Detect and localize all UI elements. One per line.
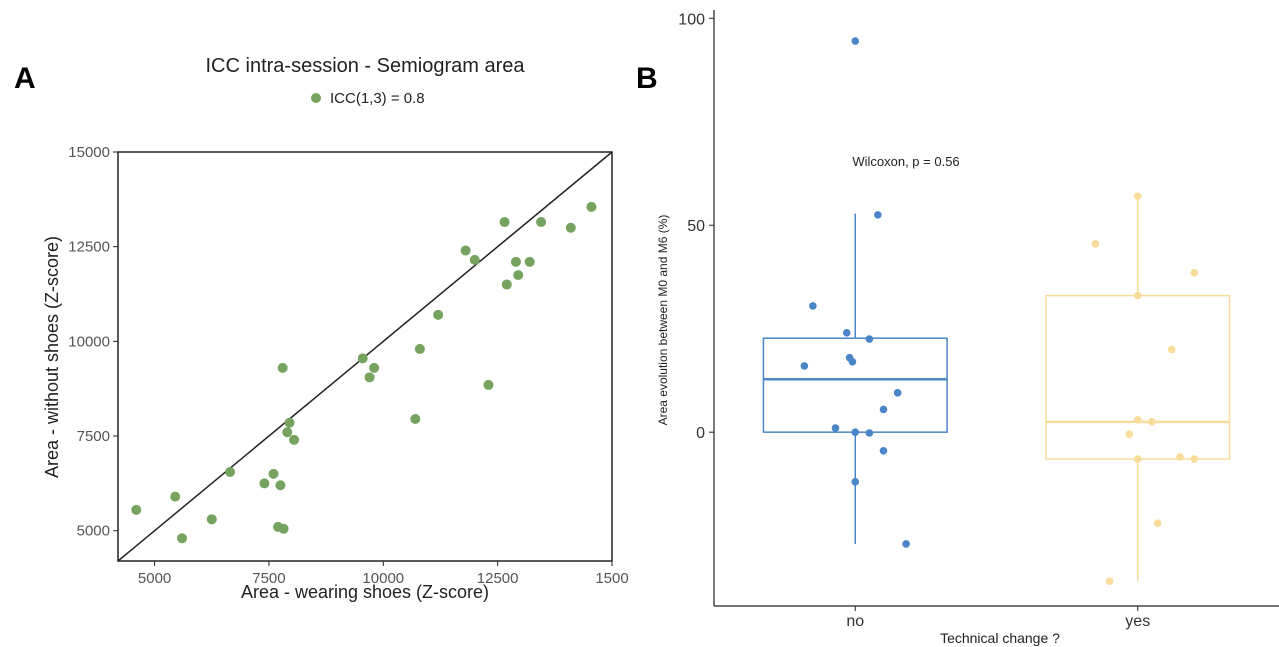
chart-b-ylabel: Area evolution between M0 and M6 (%) bbox=[656, 215, 670, 426]
data-point bbox=[410, 413, 421, 424]
data-point bbox=[865, 429, 874, 437]
plot-frame bbox=[117, 151, 613, 562]
data-point bbox=[1153, 519, 1162, 528]
data-point bbox=[1091, 240, 1100, 248]
data-point bbox=[259, 478, 270, 489]
y-tick-label: 100 bbox=[678, 11, 705, 28]
data-point bbox=[282, 427, 293, 438]
data-point bbox=[284, 417, 295, 428]
x-tick-label: 12500 bbox=[477, 570, 519, 587]
data-point bbox=[1190, 455, 1199, 463]
chart-b-annotation: Wilcoxon, p = 0.56 bbox=[852, 154, 959, 169]
chart-b-xlabel: Technical change ? bbox=[940, 630, 1060, 646]
box-body bbox=[762, 337, 948, 433]
data-point bbox=[510, 256, 521, 267]
data-point bbox=[225, 467, 236, 478]
data-point bbox=[170, 491, 181, 502]
data-point bbox=[364, 372, 375, 383]
chart-a-legend: ICC(1,3) = 0.8 bbox=[311, 90, 425, 107]
data-point bbox=[414, 343, 425, 354]
x-tick-label: 5000 bbox=[138, 570, 171, 587]
data-point bbox=[131, 504, 142, 515]
data-point bbox=[1133, 415, 1142, 424]
x-tick-label: 1500 bbox=[595, 570, 628, 587]
data-point bbox=[289, 434, 300, 445]
data-point bbox=[851, 428, 860, 436]
data-point bbox=[433, 309, 444, 320]
data-point bbox=[536, 217, 547, 228]
data-point bbox=[206, 514, 217, 525]
data-point bbox=[851, 478, 860, 486]
data-point bbox=[842, 329, 851, 337]
data-point bbox=[865, 335, 874, 343]
panel-b-letter: B bbox=[636, 62, 658, 95]
data-point bbox=[177, 533, 188, 544]
data-point bbox=[501, 279, 512, 290]
data-point bbox=[831, 424, 840, 432]
x-tick-label: 10000 bbox=[362, 570, 404, 587]
box-chart-b: 0 50 100 no yes Wilcoxon, p = 0.56 Technical… bbox=[656, 10, 1279, 646]
y-tick-label: 0 bbox=[696, 425, 705, 442]
y-tick-label: 10000 bbox=[68, 333, 110, 350]
data-point bbox=[369, 362, 380, 373]
data-point bbox=[460, 245, 471, 256]
data-point bbox=[1105, 577, 1114, 585]
data-point bbox=[277, 362, 288, 373]
data-point bbox=[1133, 455, 1142, 463]
data-point bbox=[879, 446, 888, 455]
chart-a-ylabel: Area - without shoes (Z-score) bbox=[42, 236, 62, 478]
data-point bbox=[809, 302, 817, 310]
data-point bbox=[893, 389, 902, 397]
y-tick-label: 5000 bbox=[77, 523, 110, 540]
chart-a-xlabel: Area - wearing shoes (Z-score) bbox=[241, 582, 489, 602]
data-point bbox=[1148, 418, 1156, 426]
chart-a-title: ICC intra-session - Semiogram area bbox=[206, 55, 526, 77]
data-point bbox=[848, 358, 857, 366]
data-point bbox=[1125, 430, 1134, 439]
data-point bbox=[469, 254, 480, 265]
box-body bbox=[1045, 294, 1231, 460]
y-tick-label: 15000 bbox=[68, 144, 110, 161]
data-point bbox=[483, 379, 494, 390]
scatter-chart-a: ICC intra-session - Semiogram area ICC(1… bbox=[42, 55, 629, 602]
data-point bbox=[1133, 192, 1142, 201]
legend-label: ICC(1,3) = 0.8 bbox=[330, 90, 425, 107]
data-point bbox=[524, 256, 535, 267]
data-point bbox=[499, 217, 510, 228]
data-point bbox=[1176, 453, 1184, 461]
data-point bbox=[268, 468, 279, 479]
y-tick-label: 12500 bbox=[68, 239, 110, 256]
data-point bbox=[586, 201, 597, 212]
data-point bbox=[513, 270, 524, 281]
data-point bbox=[357, 353, 368, 364]
y-tick-label: 7500 bbox=[77, 428, 110, 445]
data-point bbox=[902, 540, 910, 548]
x-tick-label: no bbox=[846, 613, 864, 630]
data-point bbox=[1133, 291, 1142, 300]
y-tick-label: 50 bbox=[687, 218, 705, 235]
data-point bbox=[278, 523, 289, 534]
panel-a-letter: A bbox=[14, 62, 36, 95]
data-point bbox=[800, 362, 809, 370]
data-point bbox=[275, 480, 286, 491]
data-point bbox=[851, 37, 860, 45]
data-point bbox=[879, 405, 888, 414]
data-point bbox=[874, 211, 882, 219]
x-tick-label: yes bbox=[1125, 613, 1150, 630]
data-point bbox=[1167, 345, 1176, 354]
legend-marker bbox=[311, 93, 321, 103]
x-tick-label: 7500 bbox=[252, 570, 285, 587]
data-point bbox=[565, 222, 576, 233]
data-point bbox=[1190, 269, 1199, 277]
